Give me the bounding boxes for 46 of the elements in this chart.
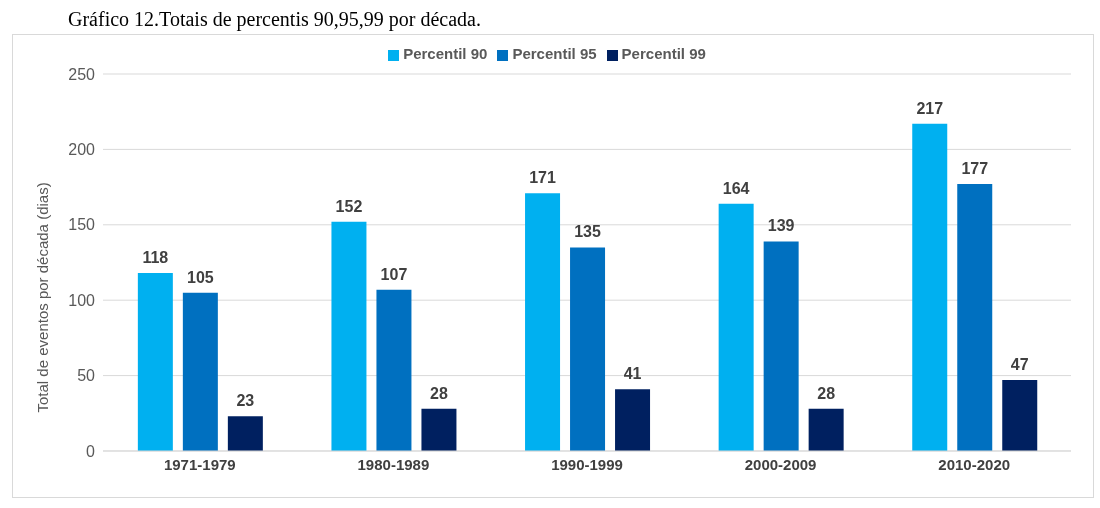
bar [137, 273, 173, 451]
bar [763, 241, 799, 451]
bar [525, 193, 561, 451]
legend-label: Percentil 95 [512, 45, 597, 62]
x-tick-label: 1990-1999 [551, 455, 623, 473]
x-tick-label: 2010-2020 [938, 455, 1011, 473]
data-label: 171 [529, 169, 556, 187]
x-tick-label: 2000-2009 [744, 455, 817, 473]
bar [570, 247, 606, 451]
bar [808, 408, 844, 451]
x-tick-label: 1980-1989 [357, 455, 430, 473]
bar [912, 123, 948, 451]
legend-label: Percentil 99 [621, 45, 706, 62]
bar [957, 184, 993, 451]
chart-title: Gráfico 12.Totais de percentis 90,95,99 por década. [68, 8, 482, 33]
data-label: 23 [236, 392, 255, 410]
data-label: 177 [961, 160, 989, 178]
data-label: 164 [722, 179, 750, 197]
legend-label: Percentil 90 [403, 45, 488, 62]
bar [1002, 380, 1038, 451]
bar [376, 289, 412, 451]
x-tick-label: 1971-1979 [163, 455, 236, 473]
data-label: 47 [1010, 356, 1029, 374]
data-label: 105 [187, 268, 214, 286]
data-label: 28 [430, 384, 448, 402]
y-tick-label: 200 [68, 141, 96, 159]
data-label: 135 [574, 223, 601, 241]
data-label: 41 [623, 365, 642, 383]
data-label: 139 [767, 217, 795, 235]
bar [615, 389, 651, 451]
bar [227, 416, 263, 451]
bar [331, 221, 367, 451]
y-tick-label: 250 [68, 65, 96, 83]
data-label: 107 [380, 265, 408, 283]
bar [182, 292, 218, 451]
data-label: 28 [817, 384, 836, 402]
data-label: 217 [916, 99, 944, 117]
bar [421, 408, 457, 451]
data-label: 118 [142, 249, 169, 267]
y-tick-label: 0 [86, 442, 96, 460]
y-tick-label: 50 [77, 367, 96, 385]
y-tick-label: 150 [68, 216, 96, 234]
y-axis-title: Total de eventos por década (dias) [34, 182, 52, 413]
bar [718, 203, 754, 451]
y-tick-label: 100 [68, 291, 96, 309]
data-label: 152 [335, 197, 363, 215]
